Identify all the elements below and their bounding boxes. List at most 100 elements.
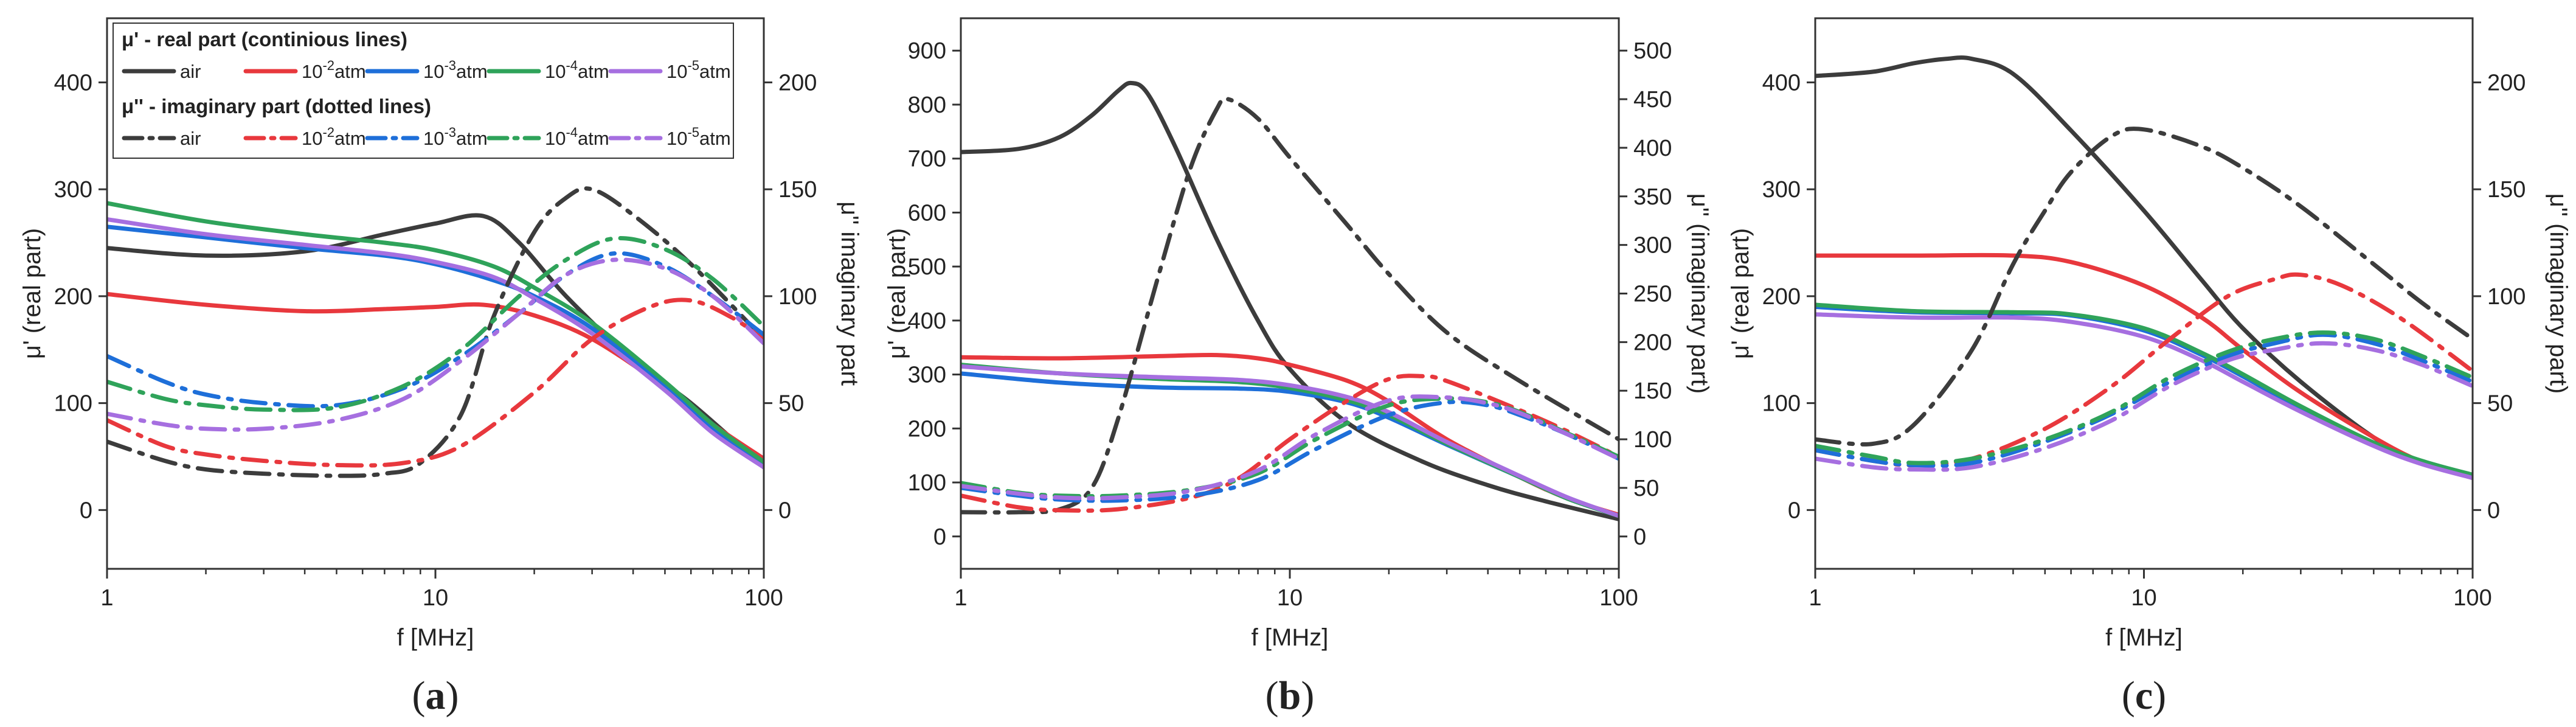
y-left-tick-label: 200 [1762,284,1801,310]
y-left-tick-label: 300 [1762,177,1801,203]
series-line-imag-10-4-atm [107,235,764,412]
legend: μ' - real part (continious lines) μ'' - i… [113,23,734,159]
series-line-imag-10-4-atm [1815,330,2473,465]
series-line-imag-10-5-atm [961,394,1619,501]
x-axis-title: f [MHz] [1252,624,1329,651]
plot-frame [960,17,1620,570]
series-group [1815,55,2473,481]
y-left-tick-label: 800 [908,92,946,118]
series-line-real-10-5-atm [961,364,1619,518]
chart-panel-a: 1 10 100 0 100 200 300 400 0 50 100 150 200 f [MHz] μ'… [19,17,863,718]
y-left-tick-label: 500 [908,254,946,280]
x-tick-label: 1 [100,585,113,611]
legend-label: 10-3atm [423,125,488,149]
series-group [961,80,1619,521]
y-right-tick-label: 0 [1633,524,1646,550]
y-left-axis-title: μ' (real part) [1727,228,1754,359]
y-left-tick-label: 400 [908,308,946,334]
series-line-real-10-5-atm [107,217,764,470]
y-right-tick-label: 100 [778,284,817,310]
y-right-tick-label: 0 [778,498,791,523]
legend-box [113,23,734,159]
y-right-tick-label: 50 [2487,391,2513,417]
legend-label: 10-2atm [302,58,366,82]
y-right-axis-title: μ'' imaginary part [836,201,863,386]
y-right-tick-label: 250 [1633,282,1672,307]
chart-panel-c: 1 10 100 0 100 200 300 400 0 50 100 150 200 f [MHz] μ'… [1727,17,2572,718]
legend-real-header: μ' - real part (continious lines) [122,28,407,50]
legend-label: 10-3atm [423,58,488,82]
y-left-tick-label: 100 [1762,391,1801,417]
y-left-tick-label: 0 [80,498,92,523]
plot-frame [1814,17,2474,570]
y-right-tick-label: 350 [1633,184,1672,210]
y-left-tick-label: 0 [933,524,946,550]
series-line-real-air [1815,55,2473,481]
y-right-tick-label: 0 [2487,498,2500,523]
y-left-tick-label: 900 [908,38,946,64]
y-right-tick-label: 150 [1633,378,1672,404]
x-tick-label: 1 [954,585,967,611]
series-line-imag-10-5-atm [1815,341,2473,472]
y-right-tick-label: 50 [778,391,804,417]
y-left-axis-title: μ' (real part) [884,228,910,359]
y-right-tick-label: 50 [1633,476,1659,501]
series-line-imag-10-2-atm [107,297,764,468]
x-tick-label: 100 [2453,585,2491,611]
y-left-tick-label: 0 [1788,498,1801,523]
x-tick-label: 10 [1277,585,1303,611]
y-right-tick-label: 300 [1633,233,1672,259]
y-right-tick-label: 100 [2487,284,2526,310]
y-right-tick-label: 200 [1633,330,1672,355]
y-right-tick-label: 500 [1633,38,1672,64]
legend-label: air [180,128,201,149]
legend-imag-header: μ'' - imaginary part (dotted lines) [122,95,431,117]
y-left-tick-label: 600 [908,200,946,226]
y-right-tick-label: 200 [2487,70,2526,96]
y-left-tick-label: 300 [908,363,946,388]
legend-label: 10-2atm [302,125,366,149]
legend-label: 10-5atm [667,58,731,82]
series-line-real-air [961,80,1619,521]
x-tick-label: 100 [1599,585,1638,611]
x-axis-title: f [MHz] [397,624,474,651]
series-line-real-10-3-atm [107,224,764,467]
y-left-tick-label: 200 [54,284,92,310]
series-line-imag-10-2-atm [961,374,1619,513]
y-left-tick-label: 200 [908,416,946,442]
y-left-tick-label: 100 [54,391,92,417]
y-left-tick-label: 400 [54,70,92,96]
series-line-real-10-4-atm [1815,302,2473,477]
series-line-real-10-4-atm [107,201,764,464]
y-right-axis-title: μ'' (imaginary part) [2545,193,2572,394]
series-line-real-10-2-atm [107,291,764,461]
legend-label: air [180,61,201,82]
series-group [107,186,764,478]
panel-label: (b) [1265,673,1315,718]
series-line-imag-10-3-atm [1815,332,2473,468]
y-left-tick-label: 400 [1762,70,1801,96]
y-right-tick-label: 200 [778,70,817,96]
y-right-tick-label: 400 [1633,136,1672,161]
x-tick-label: 10 [423,585,448,611]
y-left-tick-label: 300 [54,177,92,203]
y-right-tick-label: 450 [1633,87,1672,113]
x-tick-label: 100 [744,585,783,611]
y-right-tick-label: 150 [2487,177,2526,203]
panel-label: (a) [412,673,459,718]
y-right-tick-label: 100 [1633,427,1672,453]
y-left-tick-label: 100 [908,470,946,496]
legend-label: 10-4atm [545,58,609,82]
x-tick-label: 10 [2131,585,2156,611]
legend-label: 10-5atm [667,125,731,149]
legend-label: 10-4atm [545,125,609,149]
series-line-imag-air [107,186,764,478]
panel-label: (c) [2122,673,2166,718]
series-line-imag-10-3-atm [107,251,764,409]
series-line-real-10-5-atm [1815,312,2473,481]
series-line-imag-10-5-atm [107,257,764,432]
y-right-axis-title: μ'' (imaginary part) [1686,193,1713,394]
x-axis-title: f [MHz] [2105,624,2183,651]
